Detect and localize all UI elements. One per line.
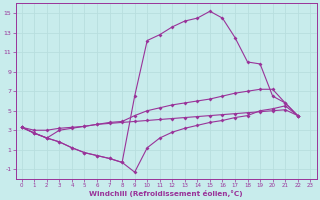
X-axis label: Windchill (Refroidissement éolien,°C): Windchill (Refroidissement éolien,°C) (89, 190, 243, 197)
